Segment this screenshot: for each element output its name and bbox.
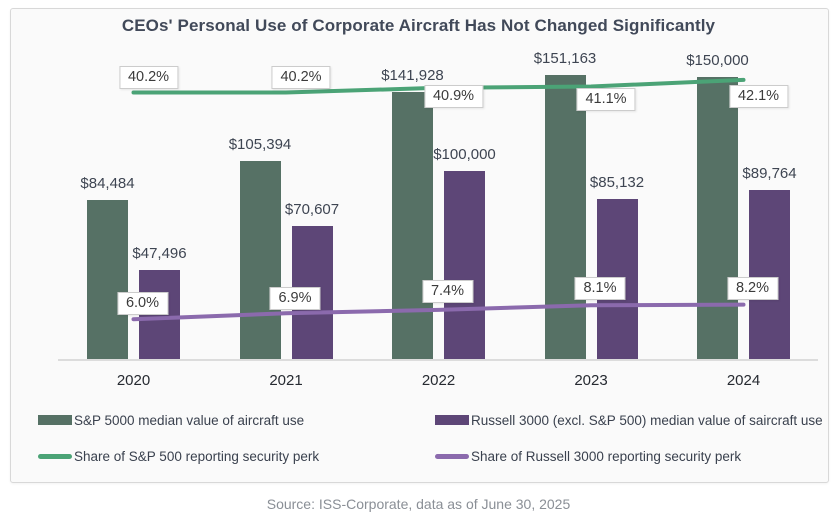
legend-item-russell-bars: Russell 3000 (excl. S&P 500) median valu…: [435, 410, 823, 430]
pct-label-russell-2020: 6.0%: [116, 292, 169, 315]
bar-value-label-russell-2020: $47,496: [132, 244, 187, 262]
pct-label-sp500-2021: 40.2%: [271, 66, 331, 89]
bar-sp500-2021: [239, 160, 281, 359]
pct-label-sp500-2022: 40.9%: [423, 85, 484, 108]
bar-sp500-2022: [392, 92, 433, 359]
pct-label-russell-2022: 7.4%: [421, 280, 474, 303]
x-axis-label-2022: 2022: [421, 372, 456, 389]
bar-value-label-sp500-2023: $151,163: [533, 49, 597, 67]
x-axis-label-2021: 2021: [269, 372, 303, 389]
bar-sp500-2024: [697, 76, 738, 359]
pct-label-russell-2021: 6.9%: [269, 287, 321, 310]
bar-value-label-sp500-2021: $105,394: [228, 135, 292, 153]
legend-label-sp500-bars: S&P 5000 median value of aircraft use: [74, 412, 305, 428]
x-axis-line: [58, 359, 818, 361]
sp500-line-swatch-icon: [38, 453, 72, 459]
pct-label-sp500-2024: 42.1%: [728, 85, 789, 108]
bar-value-label-sp500-2024: $150,000: [686, 51, 749, 69]
pct-label-russell-2023: 8.1%: [574, 277, 626, 300]
bar-sp500-2020: [87, 200, 128, 359]
bar-sp500-2023: [544, 74, 586, 359]
russell-line-swatch-icon: [435, 453, 469, 459]
bar-value-label-russell-2023: $85,132: [589, 173, 645, 191]
bar-value-label-russell-2021: $70,607: [284, 201, 340, 219]
bar-value-label-russell-2022: $100,000: [433, 145, 496, 163]
pct-label-sp500-2020: 40.2%: [118, 66, 179, 89]
x-axis-label-2024: 2024: [726, 372, 761, 389]
legend-item-sp500-line: Share of S&P 500 reporting security perk: [38, 446, 319, 466]
bar-russell-2022: [444, 170, 485, 359]
legend-item-sp500-bars: S&P 5000 median value of aircraft use: [38, 410, 304, 430]
pct-label-russell-2024: 8.2%: [726, 277, 779, 300]
bar-value-label-sp500-2020: $84,484: [80, 175, 135, 193]
chart-title: CEOs' Personal Use of Corporate Aircraft…: [121, 16, 716, 35]
pct-label-sp500-2023: 41.1%: [576, 88, 636, 111]
legend-item-russell-line: Share of Russell 3000 reporting security…: [435, 446, 741, 466]
bar-value-label-sp500-2022: $141,928: [381, 67, 444, 85]
bar-value-label-russell-2024: $89,764: [742, 165, 797, 183]
x-axis-label-2020: 2020: [116, 372, 151, 389]
legend-label-sp500-line: Share of S&P 500 reporting security perk: [74, 448, 320, 464]
sp500-bar-swatch-icon: [38, 415, 72, 425]
x-axis-label-2023: 2023: [574, 372, 608, 389]
russell-bar-swatch-icon: [435, 415, 469, 425]
bar-russell-2024: [749, 190, 790, 359]
legend-label-russell-line: Share of Russell 3000 reporting security…: [471, 448, 742, 464]
source-caption: Source: ISS-Corporate, data as of June 3…: [266, 496, 571, 512]
legend-label-russell-bars: Russell 3000 (excl. S&P 500) median valu…: [471, 412, 823, 428]
